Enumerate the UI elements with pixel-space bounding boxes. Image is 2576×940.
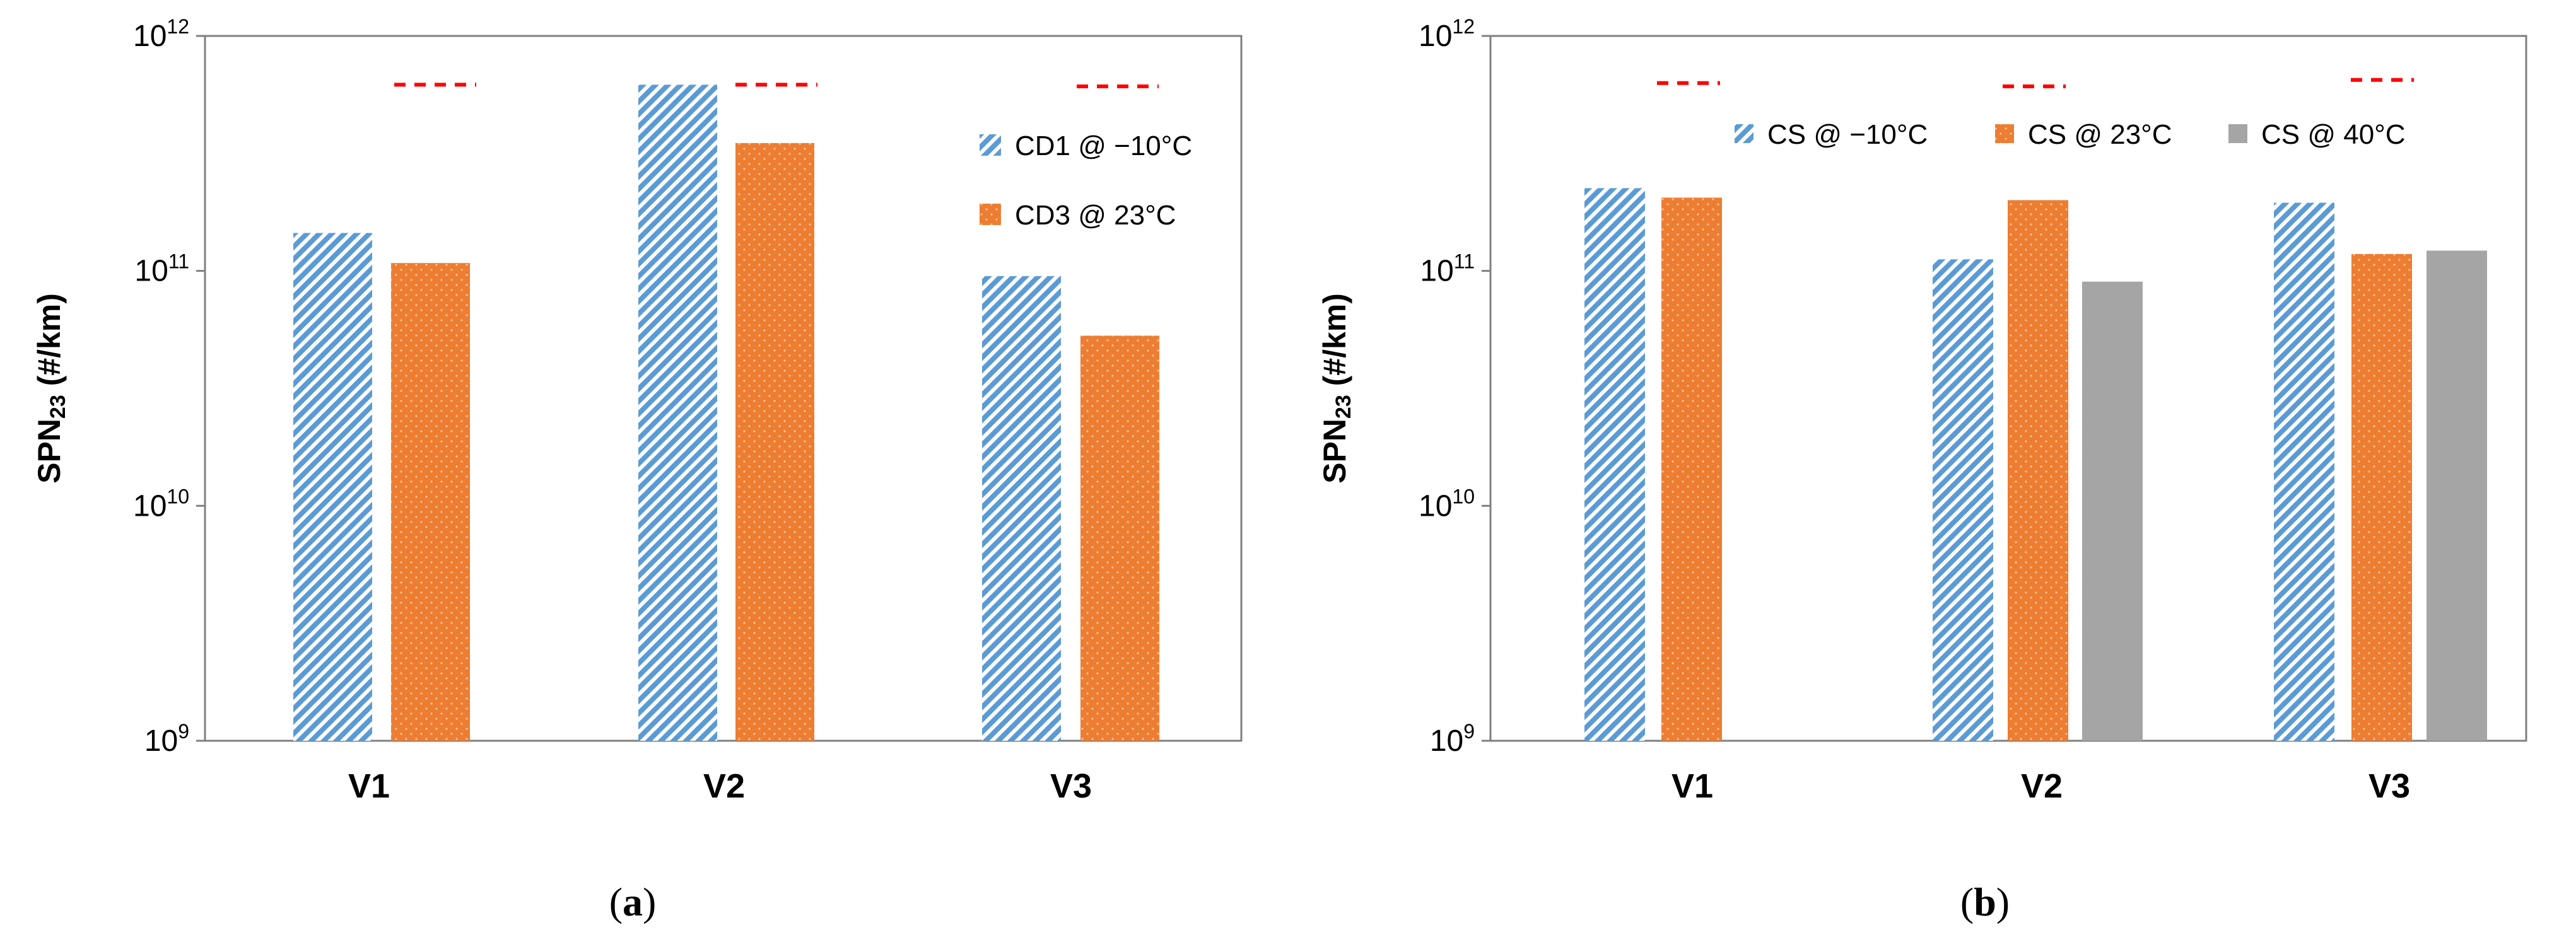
bar-b-dots-v3	[2351, 253, 2412, 741]
y-tick-label: 1012	[1419, 15, 1475, 53]
bar-b-hatch-v3	[2274, 202, 2334, 741]
legend-label: CD3 @ 23°C	[1015, 200, 1176, 231]
legend-swatch	[980, 204, 1001, 225]
legend-swatch	[1995, 124, 2014, 143]
y-tick-label: 109	[144, 720, 189, 758]
bar-a-hatch-v2	[638, 84, 717, 741]
x-category-label: V3	[2368, 767, 2410, 805]
bar-a-hatch-v1	[293, 233, 372, 741]
legend: CS @ −10°C CS @ 23°C CS @ 40°C	[1735, 119, 2406, 150]
y-axis-label: SPN23 (#/km)	[32, 293, 70, 484]
bar-a-dots-v1	[391, 263, 470, 741]
chart-panel-a: 109 1010 1011 1012 SPN23 (#/km) V1 V2 V3 CD1 @ −…	[32, 15, 1243, 924]
y-tick-label: 109	[1430, 720, 1475, 758]
bar-a-dots-v2	[735, 142, 814, 741]
x-category-label: V1	[348, 767, 390, 805]
legend-swatch	[2228, 124, 2247, 143]
plot-area-frame	[204, 35, 1243, 742]
bar-b-hatch-v1	[1584, 188, 1645, 741]
y-tick-label: 1011	[1420, 250, 1475, 288]
legend-label: CD1 @ −10°C	[1015, 131, 1192, 161]
legend-label: CS @ 40°C	[2261, 119, 2406, 150]
y-tick-label: 1010	[133, 485, 189, 523]
x-category-label: V3	[1050, 767, 1092, 805]
legend-label: CS @ 23°C	[2028, 119, 2172, 150]
legend-swatch	[980, 134, 1001, 156]
x-category-label: V1	[1671, 767, 1713, 805]
y-axis-label: SPN23 (#/km)	[1317, 293, 1355, 484]
bar-b-dots-v2	[2008, 200, 2068, 741]
x-category-label: V2	[703, 767, 745, 805]
legend-label: CS @ −10°C	[1767, 119, 1928, 150]
bar-a-hatch-v3	[982, 276, 1061, 741]
bar-b-solid-v2	[2082, 281, 2143, 741]
y-tick-label: 1011	[134, 250, 189, 288]
bar-b-solid-v3	[2427, 250, 2487, 741]
y-tick-label: 1010	[1419, 485, 1475, 523]
bar-b-hatch-v2	[1933, 259, 1993, 741]
y-tick-label: 1012	[133, 15, 189, 53]
x-category-label: V2	[2021, 767, 2063, 805]
panel-label: (b)	[1960, 879, 2010, 924]
chart-panel-b: 109 1010 1011 1012 SPN23 (#/km) V1 V2 V3 CS @ −1…	[1317, 15, 2527, 924]
panel-label: (a)	[609, 879, 657, 924]
bar-a-dots-v3	[1080, 335, 1159, 741]
bar-b-dots-v1	[1661, 197, 1722, 741]
legend: CD1 @ −10°C CD3 @ 23°C	[980, 131, 1192, 231]
legend-swatch	[1735, 124, 1753, 143]
